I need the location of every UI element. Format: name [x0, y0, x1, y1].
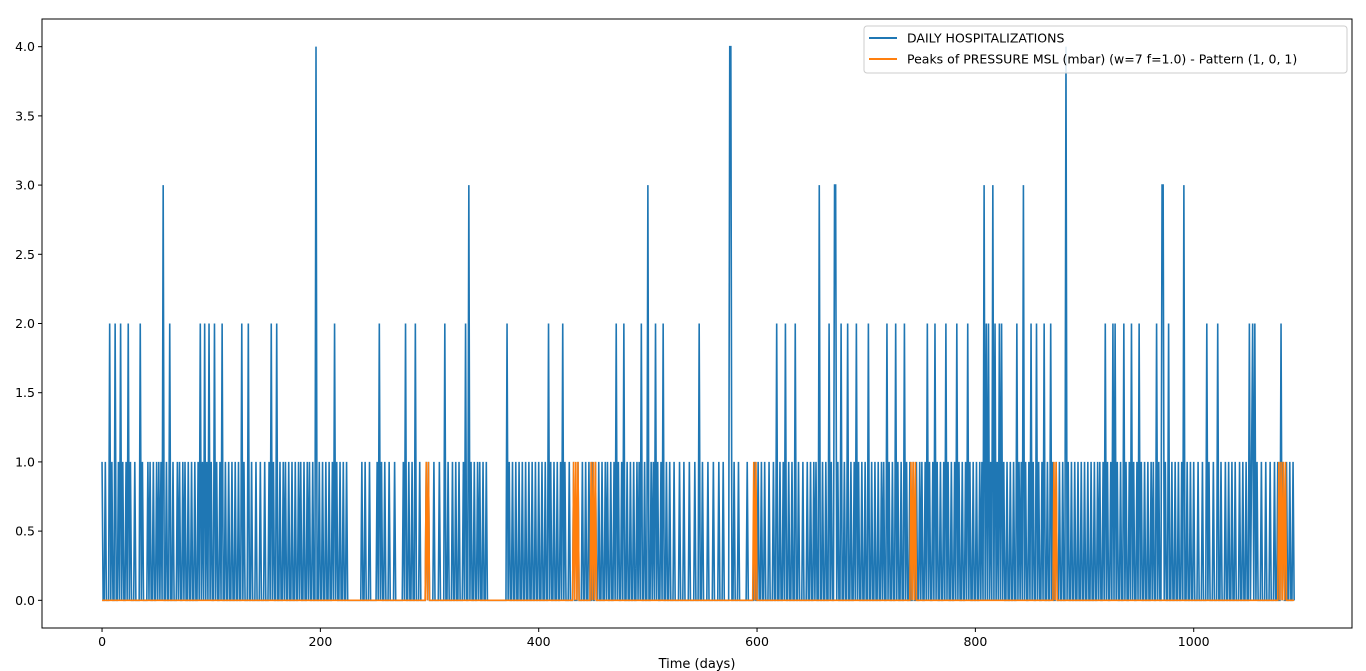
y-tick-label: 2.5	[15, 247, 35, 262]
y-tick-label: 0.5	[15, 524, 35, 539]
y-tick-label: 3.0	[15, 178, 35, 193]
x-axis-label: Time (days)	[658, 657, 736, 671]
y-tick-label: 1.0	[15, 454, 35, 469]
y-tick-label: 2.0	[15, 316, 35, 331]
y-tick-label: 1.5	[15, 385, 35, 400]
series-line-pressure-peaks	[102, 461, 1295, 602]
legend-entry-label: Peaks of PRESSURE MSL (mbar) (w=7 f=1.0)…	[907, 52, 1297, 67]
x-tick-label: 200	[308, 634, 332, 649]
y-tick-label: 3.5	[15, 108, 35, 123]
x-tick-label: 0	[98, 634, 106, 649]
x-tick-label: 400	[527, 634, 551, 649]
x-tick-label: 1000	[1178, 634, 1210, 649]
legend: DAILY HOSPITALIZATIONS Peaks of PRESSURE …	[863, 25, 1348, 74]
axes-layer: 0 200 400 600 800 1000 0.0 0.5 1.0 1.5 2.0 2.5 3.0 3.…	[15, 18, 1353, 649]
x-tick-label: 600	[745, 634, 769, 649]
legend-entry-label: DAILY HOSPITALIZATIONS	[907, 31, 1064, 46]
series-layer	[101, 45, 1295, 602]
x-tick-label: 800	[963, 634, 987, 649]
legend-box	[863, 25, 1348, 74]
y-tick-label: 4.0	[15, 39, 35, 54]
y-tick-label: 0.0	[15, 593, 35, 608]
